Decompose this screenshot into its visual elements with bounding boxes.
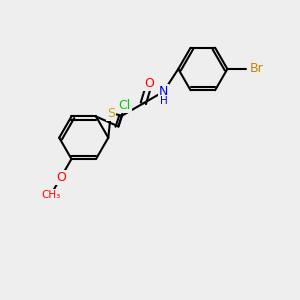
Text: N: N — [159, 85, 168, 98]
Text: Cl: Cl — [119, 99, 131, 112]
Text: H: H — [160, 96, 167, 106]
Text: Br: Br — [249, 62, 263, 76]
Text: O: O — [56, 170, 66, 184]
Text: CH₃: CH₃ — [41, 190, 60, 200]
Text: S: S — [107, 107, 115, 120]
Text: O: O — [144, 77, 154, 90]
